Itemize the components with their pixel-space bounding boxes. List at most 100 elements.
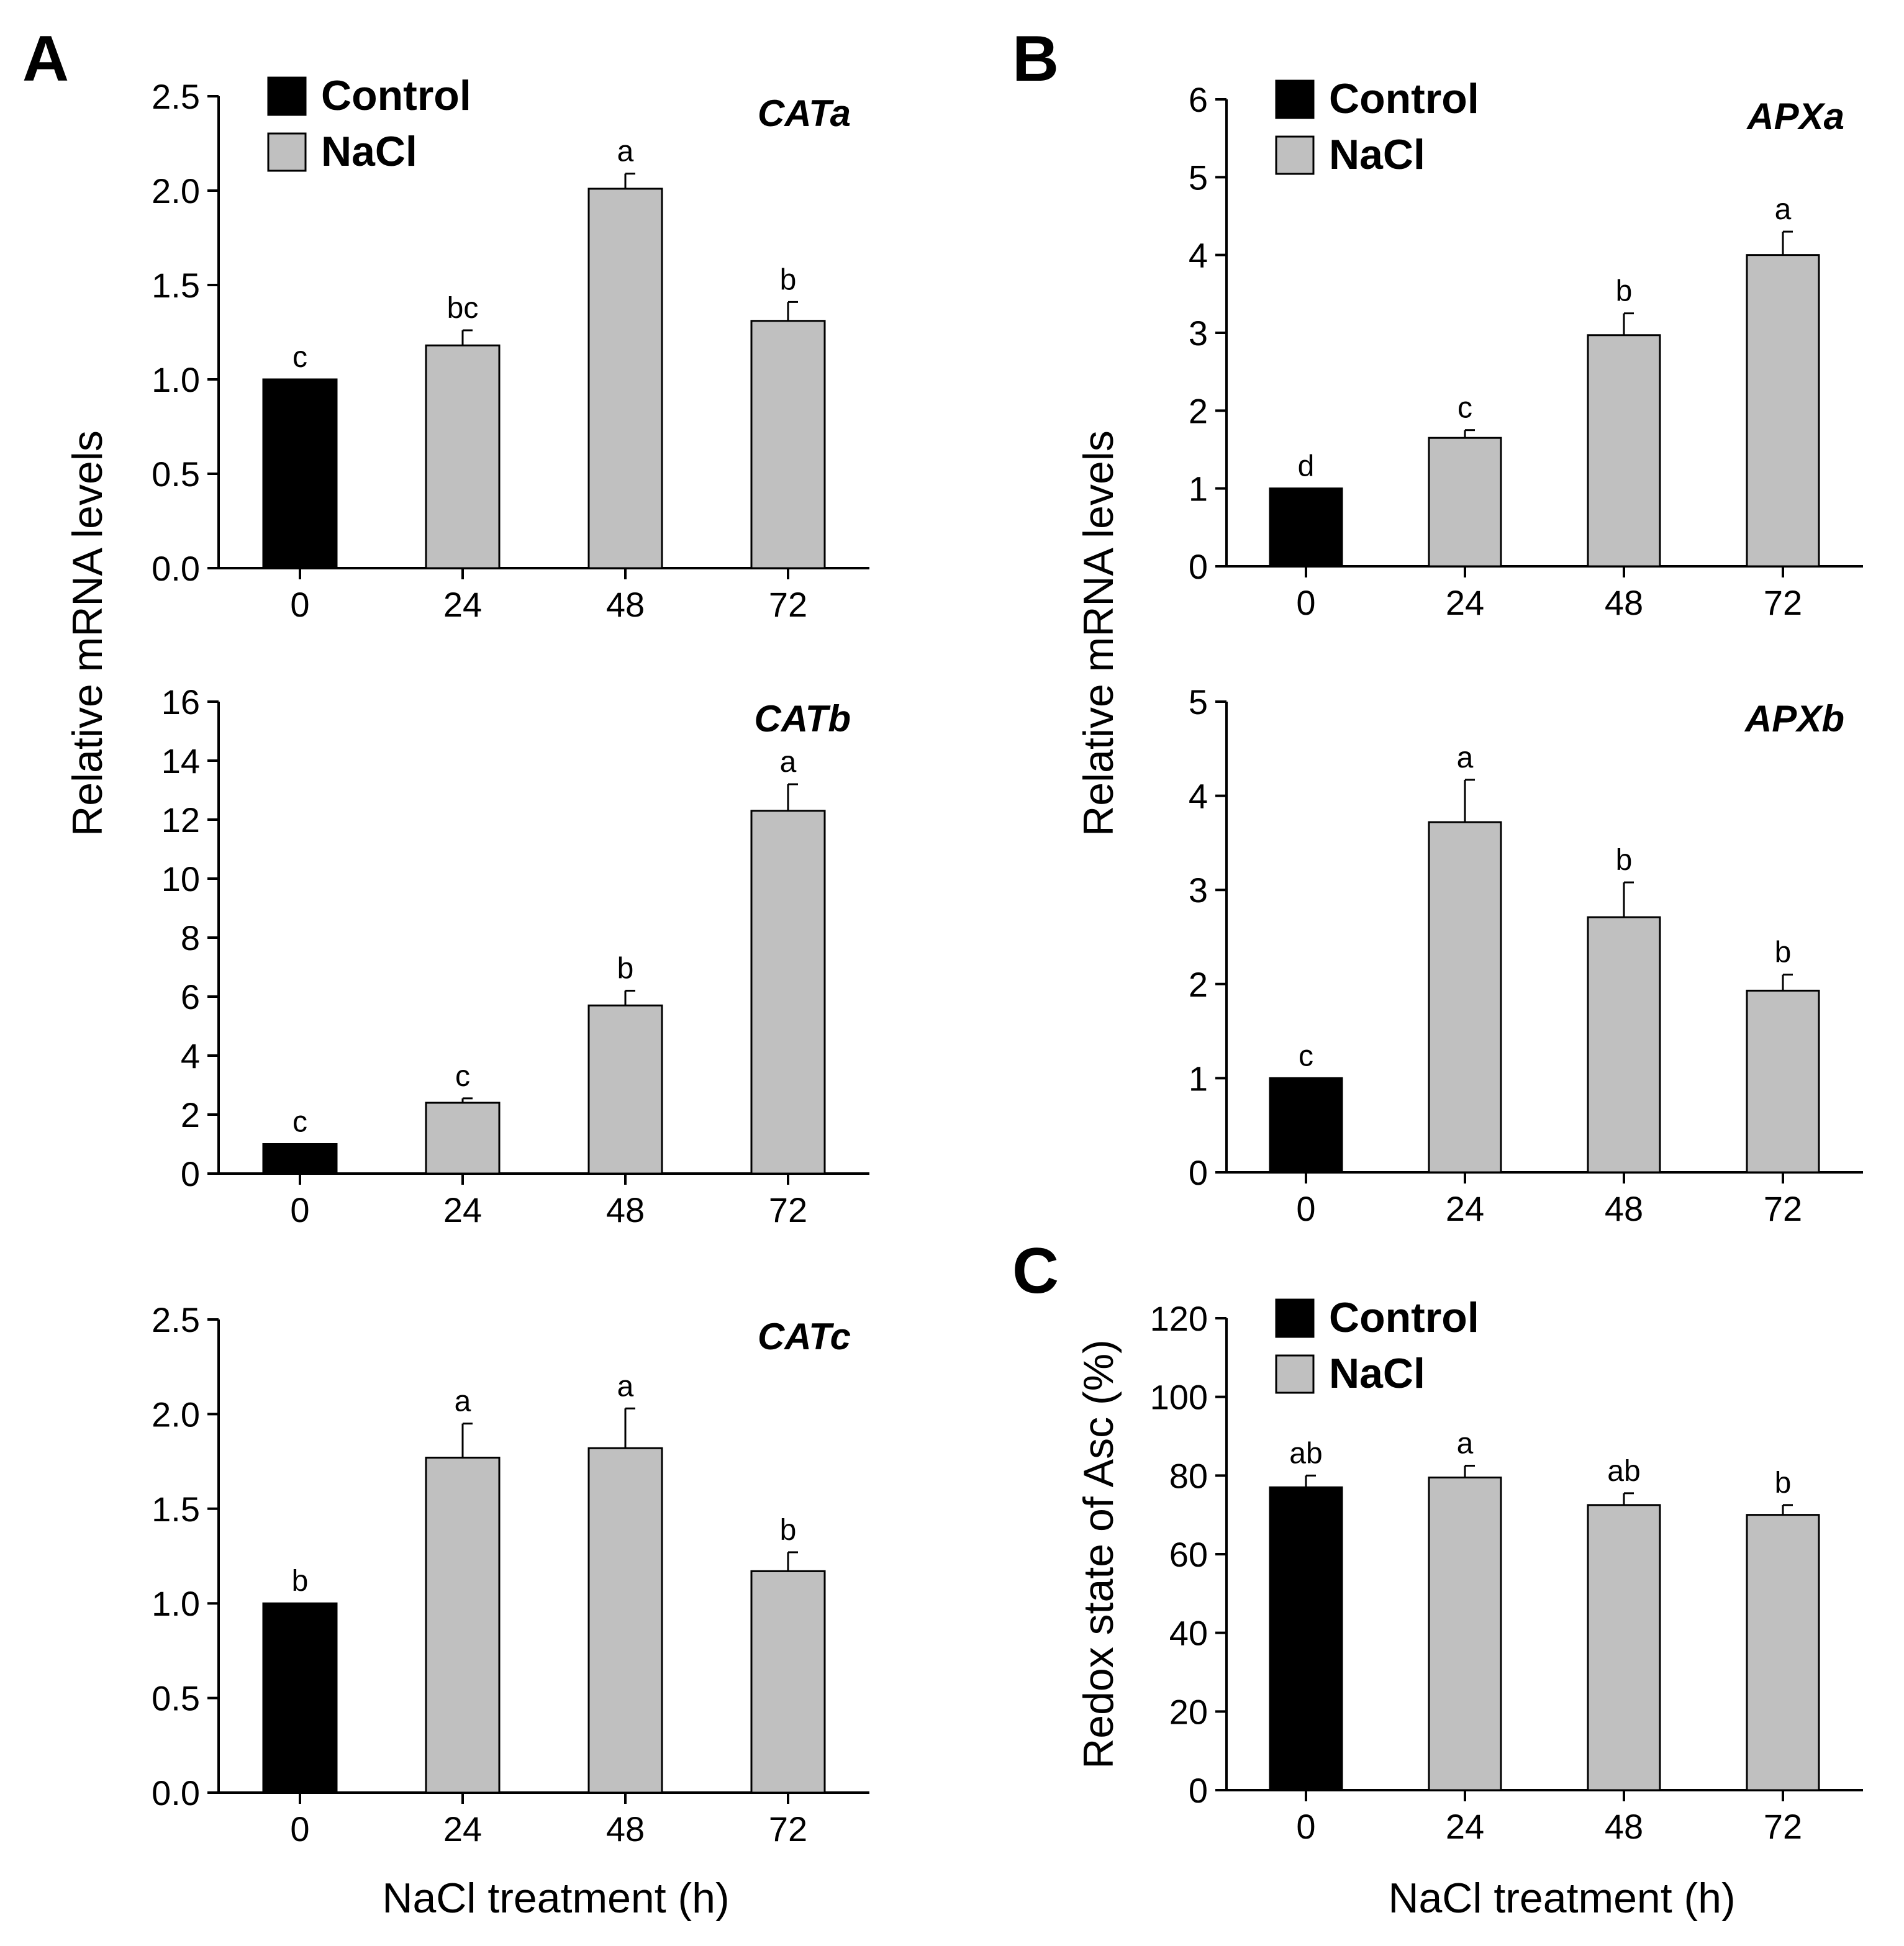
gene-title: CATc xyxy=(758,1316,851,1357)
y-tick-label: 1.0 xyxy=(152,1584,200,1623)
bar-nacl-24h xyxy=(425,1102,501,1175)
y-tick-label: 1.5 xyxy=(152,1490,200,1529)
significance-label: a xyxy=(617,1370,634,1403)
significance-label: a xyxy=(1457,741,1474,774)
bar-nacl-48h xyxy=(587,1447,663,1794)
bar-nacl-48h xyxy=(1587,916,1661,1174)
x-axis-title-right: NaCl treatment (h) xyxy=(1388,1875,1735,1922)
x-tick-label: 72 xyxy=(769,1190,807,1229)
significance-label: ab xyxy=(1607,1455,1640,1488)
x-tick-label: 72 xyxy=(769,1809,807,1849)
gene-title: CATb xyxy=(754,698,851,740)
y-tick-label: 2 xyxy=(181,1095,200,1134)
x-tick-label: 48 xyxy=(606,585,645,624)
significance-label: a xyxy=(1775,193,1792,226)
significance-label: b xyxy=(617,953,634,985)
gene-title: APXa xyxy=(1746,96,1844,137)
x-tick-label: 24 xyxy=(443,585,482,624)
y-tick-label: 3 xyxy=(1189,871,1208,910)
y-tick-label: 4 xyxy=(181,1036,200,1075)
significance-label: c xyxy=(1457,392,1472,425)
significance-label: ab xyxy=(1289,1437,1322,1470)
y-tick-label: 60 xyxy=(1169,1535,1208,1574)
significance-label: b xyxy=(1616,844,1633,877)
legend-label-nacl: NaCl xyxy=(1329,1350,1425,1397)
significance-label: bc xyxy=(447,292,479,325)
y-tick-label: 2.0 xyxy=(152,1395,200,1434)
legend-swatch-control xyxy=(267,76,307,116)
y-tick-label: 20 xyxy=(1169,1692,1208,1731)
y-tick-label: 10 xyxy=(161,859,200,898)
gene-title: CATa xyxy=(758,93,851,134)
significance-label: c xyxy=(292,1106,307,1139)
x-tick-label: 72 xyxy=(769,585,807,624)
bar-nacl-48h xyxy=(587,188,663,569)
y-tick-label: 8 xyxy=(181,918,200,957)
chart-asc: 0 20 40 60 80 100 120 ab 0 a 24 ab 48 b 72 Control NaCl R… xyxy=(1075,1294,1863,1846)
significance-label: b xyxy=(780,1514,797,1547)
legend-label-control: Control xyxy=(1329,1294,1479,1341)
bar-nacl-24h xyxy=(1428,437,1502,568)
x-tick-label: 0 xyxy=(1296,583,1315,622)
legend-swatch-control xyxy=(1275,79,1315,119)
significance-label: b xyxy=(1775,1467,1792,1500)
y-tick-label: 0.0 xyxy=(152,549,200,588)
y-tick-label: 6 xyxy=(1189,80,1208,119)
y-axis-title-asc: Redox state of Asc (%) xyxy=(1075,1339,1122,1769)
y-tick-label: 12 xyxy=(161,800,200,839)
bar-nacl-72h xyxy=(750,1570,826,1794)
panel-letter-b: B xyxy=(1012,23,1059,95)
y-tick-label: 2 xyxy=(1189,391,1208,430)
bar-nacl-72h xyxy=(1746,254,1820,568)
x-tick-label: 0 xyxy=(1296,1189,1315,1228)
y-tick-label: 16 xyxy=(161,682,200,722)
chart-apxa: 0 1 2 3 4 5 6 d 0 c 24 b 48 a 72 APXa Control NaCl xyxy=(1189,75,1863,622)
legend-label-nacl: NaCl xyxy=(321,128,417,175)
y-tick-label: 0.0 xyxy=(152,1773,200,1812)
bar-nacl-24h xyxy=(1428,1477,1502,1791)
y-tick-label: 2.5 xyxy=(152,1300,200,1339)
y-tick-label: 4 xyxy=(1189,777,1208,816)
panel-letter-a: A xyxy=(22,23,69,95)
significance-label: a xyxy=(1457,1428,1474,1460)
legend-swatch-nacl xyxy=(267,132,307,172)
legend-label-control: Control xyxy=(1329,75,1479,122)
y-tick-label: 2 xyxy=(1189,965,1208,1004)
bar-nacl-24h xyxy=(1428,821,1502,1174)
y-tick-label: 40 xyxy=(1169,1614,1208,1653)
bar-nacl-48h xyxy=(587,1004,663,1175)
bar-control-0h xyxy=(1269,487,1343,568)
x-tick-label: 0 xyxy=(290,1190,309,1229)
x-tick-label: 0 xyxy=(290,585,309,624)
significance-label: b xyxy=(780,263,797,296)
bar-nacl-72h xyxy=(750,320,826,569)
bar-nacl-72h xyxy=(750,810,826,1175)
x-tick-label: 24 xyxy=(443,1809,482,1849)
x-tick-label: 24 xyxy=(443,1190,482,1229)
significance-label: b xyxy=(1775,936,1792,969)
bar-control-0h xyxy=(1269,1077,1343,1174)
y-tick-label: 14 xyxy=(161,741,200,781)
y-tick-label: 1 xyxy=(1189,1059,1208,1098)
significance-label: a xyxy=(455,1385,471,1418)
x-tick-label: 48 xyxy=(606,1190,645,1229)
x-tick-label: 0 xyxy=(290,1809,309,1849)
y-tick-label: 0 xyxy=(1189,1153,1208,1192)
panel-letter-c: C xyxy=(1012,1235,1059,1307)
y-tick-label: 0 xyxy=(1189,1771,1208,1810)
y-axis-title-left: Relative mRNA levels xyxy=(64,430,111,836)
significance-label: c xyxy=(1299,1039,1313,1072)
significance-label: a xyxy=(780,746,797,779)
bar-nacl-24h xyxy=(425,1457,501,1794)
legend-swatch-nacl xyxy=(1275,1354,1315,1394)
bar-control-0h xyxy=(1269,1486,1343,1791)
legend-label-nacl: NaCl xyxy=(1329,131,1425,178)
bar-nacl-24h xyxy=(425,344,501,569)
legend-swatch-control xyxy=(1275,1298,1315,1338)
significance-label: b xyxy=(292,1565,309,1598)
bar-control-0h xyxy=(262,1602,338,1794)
x-tick-label: 48 xyxy=(1605,1189,1643,1228)
bar-control-0h xyxy=(262,378,338,569)
x-tick-label: 0 xyxy=(1296,1807,1315,1846)
